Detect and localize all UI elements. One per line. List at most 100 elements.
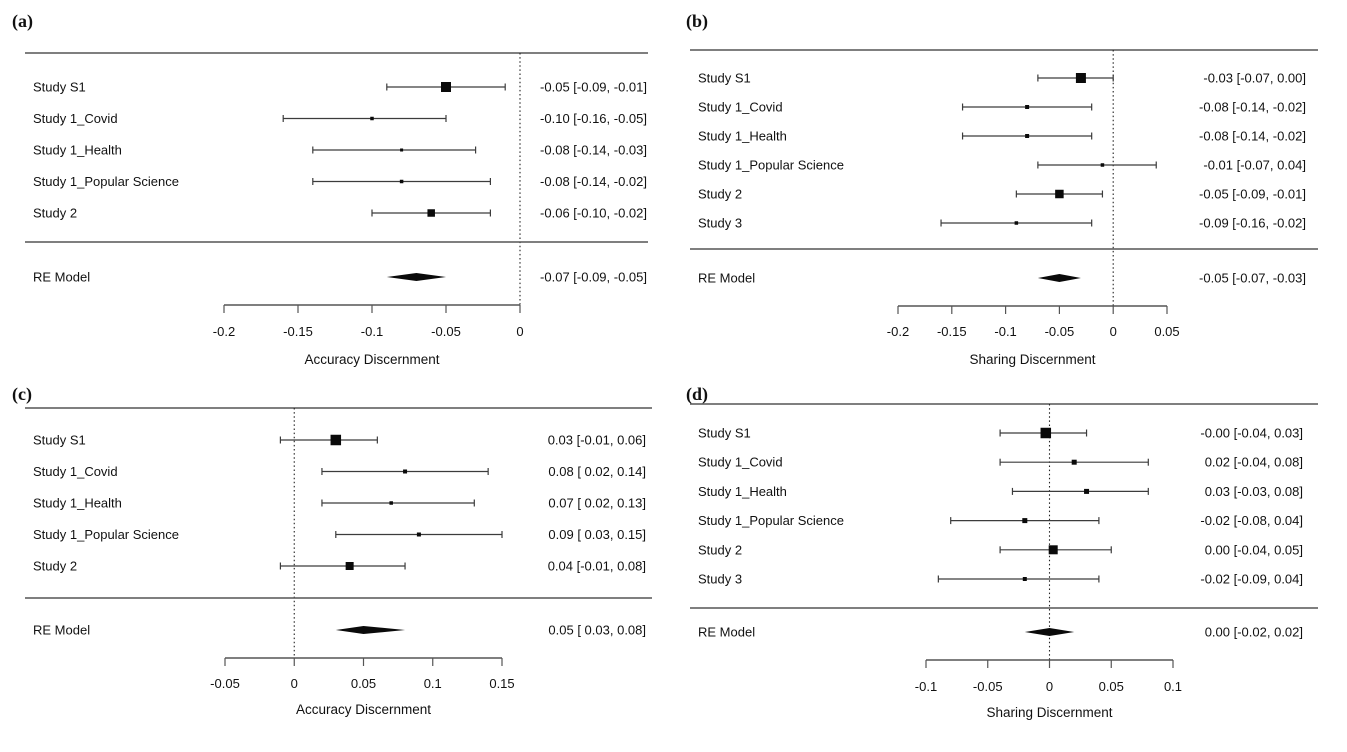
estimate-annotation: 0.02 [-0.04, 0.08] — [1205, 455, 1303, 470]
study-row: Study 3 -0.02 [-0.09, 0.04] — [698, 572, 1303, 587]
study-row: Study 3 -0.09 [-0.16, -0.02] — [698, 216, 1306, 231]
point-estimate-square — [416, 532, 421, 537]
re-model-diamond — [1037, 274, 1081, 282]
point-estimate-square — [1100, 163, 1105, 167]
x-axis: -0.05 0 0.05 0.1 0.15 Accuracy Discernment — [210, 657, 515, 717]
point-estimate-square — [1040, 427, 1052, 439]
point-estimate-square — [427, 209, 435, 217]
study-row: Study 2 0.00 [-0.04, 0.05] — [698, 542, 1303, 557]
point-estimate-square — [1084, 488, 1090, 494]
estimate-annotation: -0.08 [-0.14, -0.02] — [1199, 100, 1306, 115]
estimate-annotation: 0.08 [ 0.02, 0.14] — [548, 464, 646, 479]
point-estimate-square — [1025, 105, 1030, 109]
point-estimate-square — [441, 82, 451, 92]
estimate-annotation: 0.00 [-0.04, 0.05] — [1205, 542, 1303, 557]
forest-panel-b: (b) Study S1 -0.03 [-0.07, 0.00] Study 1_Co… — [686, 11, 1318, 367]
forest-panel-a: (a) Study S1 -0.05 [-0.09, -0.01] Study 1_C… — [12, 11, 648, 367]
study-row: Study 2 -0.06 [-0.10, -0.02] — [33, 206, 647, 221]
estimate-annotation: -0.05 [-0.09, -0.01] — [540, 80, 647, 95]
forest-panel-c: (c) Study S1 0.03 [-0.01, 0.06] Study 1_Cov… — [12, 384, 652, 717]
study-label: Study 1_Health — [698, 484, 787, 499]
point-estimate-square — [389, 501, 393, 505]
x-axis-title: Accuracy Discernment — [296, 702, 431, 717]
panel-letter: (a) — [12, 11, 33, 32]
x-axis-tick-label: -0.2 — [213, 324, 235, 339]
x-axis-tick-label: 0.1 — [424, 676, 442, 691]
re-model-annotation: 0.05 [ 0.03, 0.08] — [548, 623, 646, 638]
estimate-annotation: 0.03 [-0.01, 0.06] — [548, 433, 646, 448]
study-label: Study S1 — [698, 426, 751, 441]
re-model-annotation: -0.05 [-0.07, -0.03] — [1199, 271, 1306, 286]
study-row: Study 1_Covid 0.08 [ 0.02, 0.14] — [33, 464, 646, 479]
study-label: Study 2 — [698, 187, 742, 202]
point-estimate-square — [1055, 189, 1064, 199]
study-row: Study 1_Popular Science -0.02 [-0.08, 0.0… — [698, 513, 1303, 528]
x-axis-tick-label: -0.05 — [1045, 324, 1075, 339]
point-estimate-square — [1075, 73, 1086, 83]
x-axis-tick-label: -0.15 — [283, 324, 313, 339]
panel-letter: (b) — [686, 11, 708, 32]
study-row: Study S1 0.03 [-0.01, 0.06] — [33, 433, 646, 448]
panel-letter: (d) — [686, 384, 708, 405]
study-row: Study 1_Health 0.07 [ 0.02, 0.13] — [33, 496, 646, 511]
study-label: Study 2 — [33, 206, 77, 221]
study-label: Study 1_Covid — [698, 100, 783, 115]
x-axis: -0.2 -0.15 -0.1 -0.05 0 Accuracy Discernment — [213, 304, 524, 367]
study-label: Study S1 — [33, 80, 86, 95]
x-axis-tick-label: 0 — [516, 324, 523, 339]
study-row: Study 2 0.04 [-0.01, 0.08] — [33, 559, 646, 574]
x-axis-tick-label: -0.1 — [361, 324, 383, 339]
point-estimate-square — [1022, 577, 1027, 581]
study-row: Study 1_Health -0.08 [-0.14, -0.03] — [33, 143, 647, 158]
point-estimate-square — [403, 469, 408, 474]
study-label: Study 1_Popular Science — [33, 527, 179, 542]
x-axis-tick-label: 0.15 — [489, 676, 514, 691]
point-estimate-square — [1022, 518, 1028, 524]
re-model-diamond — [1024, 628, 1075, 636]
x-axis-tick-label: -0.05 — [973, 679, 1003, 694]
x-axis-title: Accuracy Discernment — [304, 352, 439, 367]
re-model-label: RE Model — [33, 623, 90, 638]
x-axis-tick-label: -0.05 — [431, 324, 461, 339]
study-row: Study 1_Covid -0.10 [-0.16, -0.05] — [33, 111, 647, 126]
point-estimate-square — [1071, 459, 1077, 465]
x-axis-tick-label: 0.05 — [351, 676, 376, 691]
x-axis-tick-label: -0.05 — [210, 676, 240, 691]
estimate-annotation: -0.08 [-0.14, -0.02] — [540, 174, 647, 189]
point-estimate-square — [345, 562, 354, 570]
estimate-annotation: 0.09 [ 0.03, 0.15] — [548, 527, 646, 542]
estimate-annotation: -0.10 [-0.16, -0.05] — [540, 111, 647, 126]
study-label: Study 1_Health — [33, 496, 122, 511]
re-model-label: RE Model — [698, 271, 755, 286]
estimate-annotation: 0.04 [-0.01, 0.08] — [548, 559, 646, 574]
study-row: Study 1_Popular Science -0.08 [-0.14, -0.… — [33, 174, 647, 189]
re-model-row: RE Model -0.05 [-0.07, -0.03] — [698, 271, 1306, 286]
study-label: Study 1_Health — [33, 143, 122, 158]
estimate-annotation: -0.05 [-0.09, -0.01] — [1199, 187, 1306, 202]
estimate-annotation: -0.06 [-0.10, -0.02] — [540, 206, 647, 221]
x-axis-tick-label: 0 — [1046, 679, 1053, 694]
study-row: Study S1 -0.00 [-0.04, 0.03] — [698, 426, 1303, 441]
x-axis: -0.1 -0.05 0 0.05 0.1 Sharing Discernment — [915, 659, 1182, 720]
study-label: Study 1_Popular Science — [698, 513, 844, 528]
re-model-label: RE Model — [698, 625, 755, 640]
x-axis-tick-label: -0.1 — [994, 324, 1016, 339]
point-estimate-square — [399, 179, 404, 184]
point-estimate-square — [1014, 221, 1019, 225]
re-model-annotation: -0.07 [-0.09, -0.05] — [540, 270, 647, 285]
estimate-annotation: -0.02 [-0.09, 0.04] — [1200, 572, 1303, 587]
study-label: Study 2 — [33, 559, 77, 574]
point-estimate-square — [1025, 134, 1030, 138]
x-axis-tick-label: -0.1 — [915, 679, 937, 694]
estimate-annotation: -0.02 [-0.08, 0.04] — [1200, 513, 1303, 528]
estimate-annotation: 0.03 [-0.03, 0.08] — [1205, 484, 1303, 499]
study-label: Study 1_Popular Science — [33, 174, 179, 189]
point-estimate-square — [400, 148, 404, 152]
study-label: Study 1_Health — [698, 129, 787, 144]
estimate-annotation: -0.01 [-0.07, 0.04] — [1203, 158, 1306, 173]
point-estimate-square — [370, 116, 374, 121]
estimate-annotation: -0.08 [-0.14, -0.02] — [1199, 129, 1306, 144]
study-label: Study 3 — [698, 216, 742, 231]
estimate-annotation: -0.00 [-0.04, 0.03] — [1200, 426, 1303, 441]
